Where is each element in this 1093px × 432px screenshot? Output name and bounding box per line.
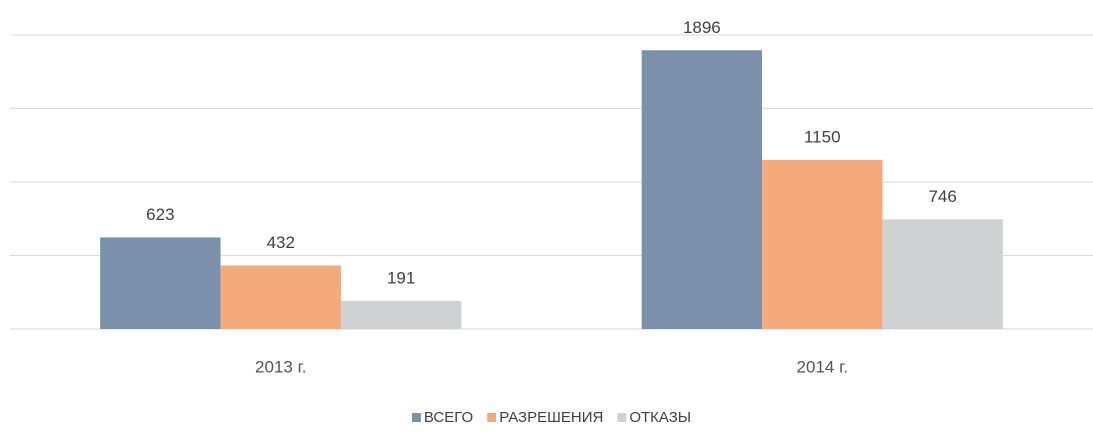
legend-label: РАЗРЕШЕНИЯ [499, 409, 603, 426]
x-tick-label: 2014 г. [797, 357, 848, 376]
bar [220, 265, 341, 329]
bar [762, 159, 883, 329]
x-tick-label: 2013 г. [255, 357, 306, 376]
legend-label: ОТКАЗЫ [629, 409, 691, 426]
value-label: 746 [928, 187, 956, 206]
legend-swatch [411, 413, 421, 422]
value-label: 432 [267, 233, 295, 252]
legend-label: ВСЕГО [424, 409, 473, 426]
value-label: 623 [146, 205, 174, 224]
bar [882, 219, 1003, 329]
bar [100, 237, 221, 329]
value-label: 1150 [804, 127, 841, 146]
value-label: 1896 [683, 18, 721, 37]
legend-swatch [617, 413, 627, 422]
bar [340, 300, 462, 329]
value-label: 191 [387, 268, 415, 287]
bar [641, 50, 763, 330]
legend-swatch [487, 413, 497, 422]
